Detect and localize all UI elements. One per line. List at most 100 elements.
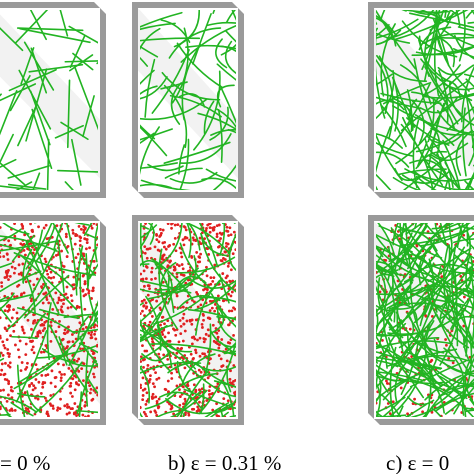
particle: [54, 254, 58, 257]
particle: [198, 236, 202, 240]
particle: [205, 288, 209, 292]
particle: [220, 259, 224, 263]
particle: [77, 357, 81, 361]
fiber: [427, 97, 435, 143]
particle: [65, 255, 69, 258]
fiber: [169, 389, 208, 417]
particle: [215, 235, 219, 239]
particle: [172, 327, 175, 331]
fiber: [424, 297, 474, 309]
particle: [40, 350, 43, 354]
fiber: [458, 247, 474, 260]
particle: [190, 256, 194, 259]
fiber: [14, 10, 49, 44]
particle: [6, 258, 10, 261]
fiber: [88, 294, 98, 326]
fiber: [225, 10, 236, 24]
particle: [12, 308, 15, 312]
panel: [0, 215, 106, 425]
fiber: [145, 295, 162, 351]
fiber: [376, 340, 453, 350]
particle: [73, 242, 77, 246]
particle: [421, 410, 424, 414]
particle: [160, 330, 164, 334]
fiber: [418, 26, 452, 51]
fiber: [424, 66, 459, 125]
particle: [208, 309, 212, 313]
particle: [15, 295, 19, 298]
particle: [3, 276, 7, 279]
particle: [34, 378, 38, 381]
fiber: [376, 32, 411, 44]
particle: [12, 329, 16, 333]
fiber: [0, 262, 13, 269]
fiber: [424, 138, 444, 160]
particle: [52, 275, 56, 279]
fiber: [392, 223, 399, 246]
particle: [451, 361, 455, 365]
particle: [459, 274, 463, 278]
particle: [77, 369, 81, 373]
particle: [20, 292, 23, 296]
fiber: [461, 235, 474, 251]
particle: [20, 223, 24, 226]
particle: [10, 316, 14, 320]
particle: [194, 239, 198, 242]
particle: [55, 224, 59, 228]
fiber: [215, 388, 236, 398]
fiber: [394, 361, 408, 403]
fiber: [215, 38, 228, 69]
particle: [71, 333, 74, 336]
fiber: [466, 181, 472, 190]
particle: [150, 315, 154, 318]
particle: [221, 272, 225, 275]
particle: [84, 226, 87, 230]
fiber: [15, 330, 48, 403]
particle: [181, 339, 185, 343]
fiber: [182, 412, 185, 417]
fiber: [29, 90, 51, 146]
particle: [30, 228, 34, 232]
content: [140, 10, 236, 190]
fiber: [92, 309, 98, 327]
particle: [217, 245, 220, 249]
fiber: [376, 396, 406, 414]
fiber: [168, 27, 222, 59]
fiber: [418, 35, 448, 81]
particle: [161, 333, 165, 336]
particle: [162, 253, 166, 257]
fiber: [376, 336, 388, 369]
particle: [178, 403, 182, 407]
panel: [368, 2, 474, 198]
particle: [13, 223, 16, 225]
particle: [47, 301, 51, 305]
particle: [211, 323, 215, 327]
particle: [143, 245, 147, 249]
particle: [56, 406, 60, 410]
particle: [27, 410, 31, 413]
particle: [49, 320, 53, 324]
particle: [1, 353, 5, 357]
fiber: [465, 409, 474, 413]
particle: [7, 364, 10, 367]
particle: [384, 258, 388, 262]
particle: [399, 386, 403, 390]
particle: [18, 339, 22, 343]
particle: [88, 384, 92, 388]
fiber: [407, 223, 449, 270]
fiber: [164, 167, 203, 179]
fiber: [376, 133, 403, 149]
particle: [2, 373, 6, 377]
fiber: [387, 336, 410, 374]
fiber: [384, 348, 425, 399]
fiber: [0, 295, 9, 302]
particle: [29, 223, 32, 226]
particle: [83, 307, 87, 311]
particle: [195, 291, 198, 294]
fiber: [56, 239, 65, 293]
particle: [229, 268, 233, 272]
particle: [20, 325, 24, 329]
fiber: [85, 233, 98, 240]
particle: [89, 336, 93, 340]
